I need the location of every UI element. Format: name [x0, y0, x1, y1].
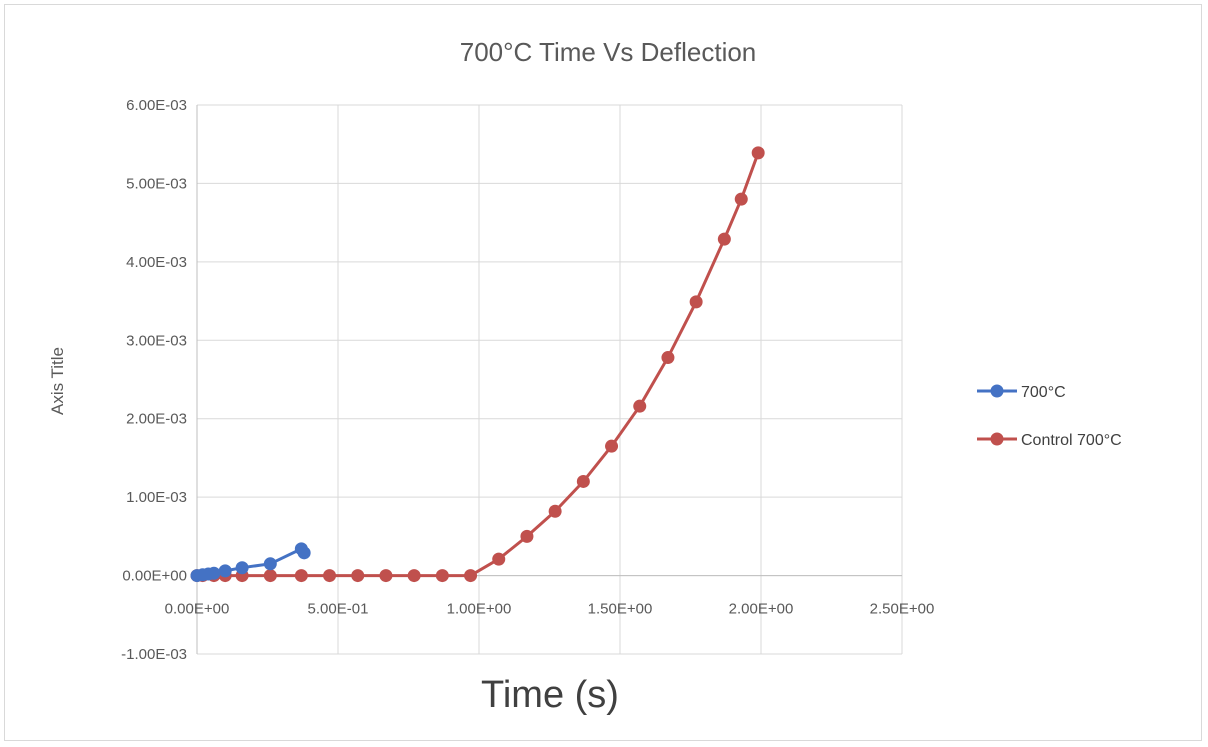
- series-line-control-700c: [195, 151, 760, 578]
- x-tick-label: 2.50E+00: [870, 601, 935, 618]
- x-tick-label: 5.00E-01: [308, 601, 369, 618]
- axes: -1.00E-03 0.00E+00 1.00E-03 2.00E-03 3.00E-0…: [121, 97, 934, 663]
- legend-label: Control 700°C: [1021, 432, 1122, 449]
- data-point-control-700c: [717, 232, 731, 246]
- legend-marker: [990, 384, 1004, 398]
- data-point-700c: [263, 557, 277, 571]
- y-tick-label: 5.00E-03: [126, 175, 187, 192]
- x-axis-title: Time (s): [481, 674, 619, 716]
- data-point-control-700c: [689, 295, 703, 309]
- data-point-control-700c: [492, 552, 506, 566]
- data-point-700c: [207, 566, 221, 580]
- data-point-control-700c: [407, 569, 421, 583]
- y-tick-label: -1.00E-03: [121, 646, 187, 663]
- data-point-700c: [218, 564, 232, 578]
- data-point-700c: [297, 546, 311, 560]
- data-point-control-700c: [661, 351, 675, 365]
- x-tick-label: 0.00E+00: [165, 601, 230, 618]
- legend-label: 700°C: [1021, 384, 1066, 401]
- x-tick-label: 2.00E+00: [729, 601, 794, 618]
- plot-series: [190, 146, 765, 583]
- data-point-control-700c: [633, 399, 647, 413]
- y-tick-label: 6.00E-03: [126, 97, 187, 114]
- y-axis-title: Axis Title: [48, 347, 67, 415]
- data-point-control-700c: [548, 504, 562, 518]
- data-point-control-700c: [734, 192, 748, 206]
- legend: 700°C Control 700°C: [977, 384, 1122, 449]
- data-point-control-700c: [520, 529, 534, 543]
- x-tick-label: 1.00E+00: [447, 601, 512, 618]
- data-point-control-700c: [576, 474, 590, 488]
- data-point-control-700c: [435, 569, 449, 583]
- legend-marker: [990, 432, 1004, 446]
- data-point-control-700c: [263, 569, 277, 583]
- data-point-control-700c: [323, 569, 337, 583]
- data-point-control-700c: [379, 569, 393, 583]
- chart-title: 700°C Time Vs Deflection: [460, 37, 757, 67]
- y-tick-label: 3.00E-03: [126, 332, 187, 349]
- y-tick-label: 2.00E-03: [126, 411, 187, 428]
- data-point-control-700c: [605, 439, 619, 453]
- y-tick-label: 0.00E+00: [122, 568, 187, 585]
- data-point-control-700c: [351, 569, 365, 583]
- x-tick-label: 1.50E+00: [588, 601, 653, 618]
- data-point-control-700c: [294, 569, 308, 583]
- data-point-control-700c: [464, 569, 478, 583]
- y-tick-label: 4.00E-03: [126, 254, 187, 271]
- y-tick-label: 1.00E-03: [126, 489, 187, 506]
- data-point-control-700c: [751, 146, 765, 160]
- data-point-700c: [235, 561, 249, 575]
- chart-area: [4, 4, 1202, 741]
